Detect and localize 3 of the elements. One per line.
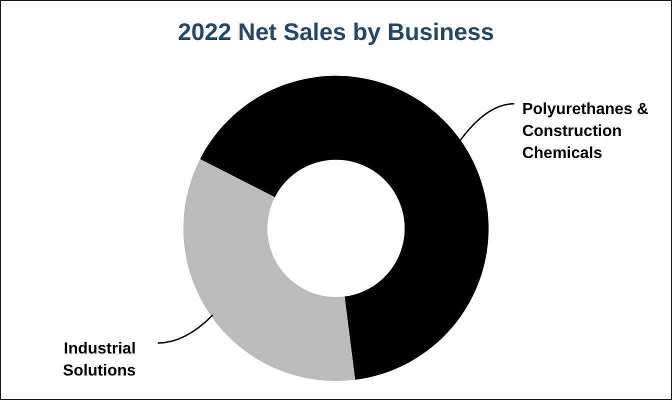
chart-title: 2022 Net Sales by Business bbox=[178, 19, 494, 46]
slice-label: Industrial Solutions bbox=[62, 340, 136, 380]
slice-label: Polyurethanes & Construction Chemicals bbox=[522, 101, 649, 162]
